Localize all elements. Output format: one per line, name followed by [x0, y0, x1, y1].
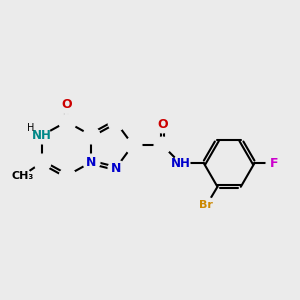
Text: O: O: [157, 118, 168, 131]
Text: H: H: [27, 123, 35, 134]
Text: NH: NH: [171, 157, 190, 170]
Text: F: F: [270, 157, 278, 170]
Text: CH₃: CH₃: [11, 171, 34, 181]
Text: NH: NH: [32, 129, 52, 142]
Text: Br: Br: [200, 200, 213, 210]
Text: O: O: [61, 98, 72, 111]
Text: N: N: [86, 156, 96, 169]
Text: N: N: [110, 162, 121, 175]
